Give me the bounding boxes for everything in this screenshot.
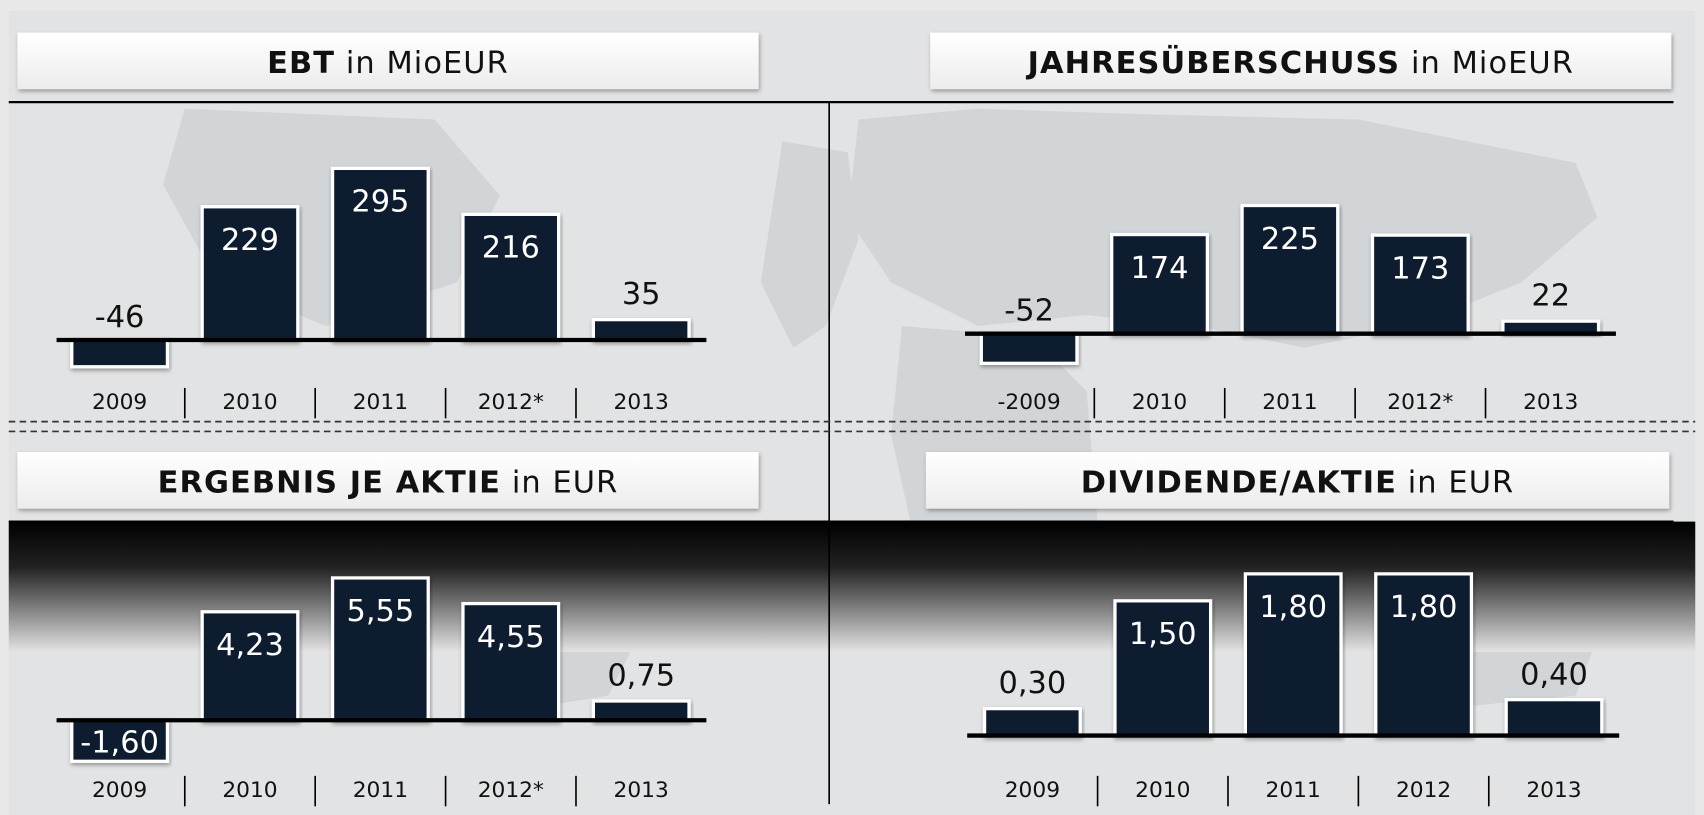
bar <box>979 332 1079 365</box>
bar <box>461 601 561 722</box>
bar <box>591 699 691 722</box>
x-tick-label: 2010 <box>1135 778 1190 803</box>
value-label: 225 <box>1261 222 1319 257</box>
value-label: 0,30 <box>999 666 1067 701</box>
x-tick-label: 2012 <box>1396 778 1451 803</box>
bar <box>1374 572 1474 738</box>
chart-title: EBT in MioEUR <box>267 46 509 81</box>
bar <box>1113 599 1213 738</box>
x-tick-label: 2011 <box>353 778 408 803</box>
chart: JAHRESÜBERSCHUSS in MioEUR -52 -2009 174 201… <box>930 32 1672 419</box>
bar <box>70 338 170 369</box>
x-tick-label: 2013 <box>1526 778 1581 803</box>
value-label: 4,23 <box>216 628 284 663</box>
value-label: 1,80 <box>1259 590 1327 625</box>
value-label: -46 <box>95 300 145 335</box>
x-tick-label: 2010 <box>222 778 277 803</box>
bar <box>1110 232 1209 336</box>
value-label: 1,50 <box>1129 617 1197 652</box>
chart-title: ERGEBNIS JE AKTIE in EUR <box>158 465 619 500</box>
chart: ERGEBNIS JE AKTIE in EUR -1,60 2009 4,23 201… <box>17 452 759 807</box>
title-box <box>925 452 1670 509</box>
x-tick-label: 2009 <box>1005 778 1060 803</box>
value-label: 35 <box>622 277 661 312</box>
title-box <box>930 32 1672 90</box>
title-bold: JAHRESÜBERSCHUSS <box>1026 44 1401 81</box>
value-label: 295 <box>351 185 409 220</box>
x-tick-label: 2009 <box>92 390 147 415</box>
chart: DIVIDENDE/AKTIE in EUR 0,30 2009 1,50 2010 1,… <box>925 452 1670 807</box>
bar <box>330 166 430 342</box>
title-box <box>17 452 759 509</box>
bar <box>1243 572 1343 738</box>
value-label: 5,55 <box>347 594 415 629</box>
bar <box>591 318 691 342</box>
value-label: -1,60 <box>80 726 159 761</box>
x-tick-label: 2013 <box>614 778 669 803</box>
value-label: 0,40 <box>1520 657 1588 692</box>
value-label: 4,55 <box>477 620 545 655</box>
title-unit: in EUR <box>1408 465 1514 500</box>
bar <box>1240 203 1340 336</box>
title-box <box>17 32 759 90</box>
chart-title: DIVIDENDE/AKTIE in EUR <box>1081 465 1514 500</box>
value-label: 22 <box>1531 279 1570 314</box>
value-label: 1,80 <box>1390 590 1458 625</box>
title-unit: in MioEUR <box>346 46 509 81</box>
title-bold: DIVIDENDE/AKTIE <box>1081 465 1397 500</box>
chart-title: JAHRESÜBERSCHUSS in MioEUR <box>1026 44 1574 81</box>
bar <box>1370 233 1470 336</box>
bar <box>200 205 300 342</box>
title-bold: EBT <box>267 46 335 81</box>
value-label: 173 <box>1391 251 1449 286</box>
x-tick-label: 2009 <box>92 778 147 803</box>
bar <box>70 718 170 763</box>
title-unit: in MioEUR <box>1411 46 1574 81</box>
x-tick-label: 2010 <box>1132 390 1187 415</box>
bar <box>461 212 561 342</box>
x-tick-label: -2009 <box>998 390 1061 415</box>
x-tick-label: 2011 <box>1262 390 1317 415</box>
x-tick-label: 2012* <box>478 778 544 803</box>
title-unit: in EUR <box>512 465 619 500</box>
x-tick-label: 2011 <box>353 390 408 415</box>
bar <box>982 707 1082 738</box>
title-bold: ERGEBNIS JE AKTIE <box>158 465 501 500</box>
x-tick-label: 2011 <box>1266 778 1321 803</box>
x-tick-label: 2010 <box>222 390 277 415</box>
bar <box>200 610 300 722</box>
chart: EBT in MioEUR -46 2009 229 2010 295 2011 216 201… <box>17 32 759 419</box>
x-tick-label: 2012* <box>1387 390 1453 415</box>
x-tick-label: 2012* <box>478 390 544 415</box>
bar <box>330 576 430 722</box>
x-tick-label: 2013 <box>614 390 669 415</box>
value-label: 0,75 <box>607 659 675 694</box>
value-label: 229 <box>221 223 279 258</box>
value-label: 216 <box>482 231 540 266</box>
bar <box>1504 698 1604 738</box>
value-label: 174 <box>1131 251 1189 286</box>
x-tick-label: 2013 <box>1523 390 1578 415</box>
value-label: -52 <box>1004 293 1054 328</box>
